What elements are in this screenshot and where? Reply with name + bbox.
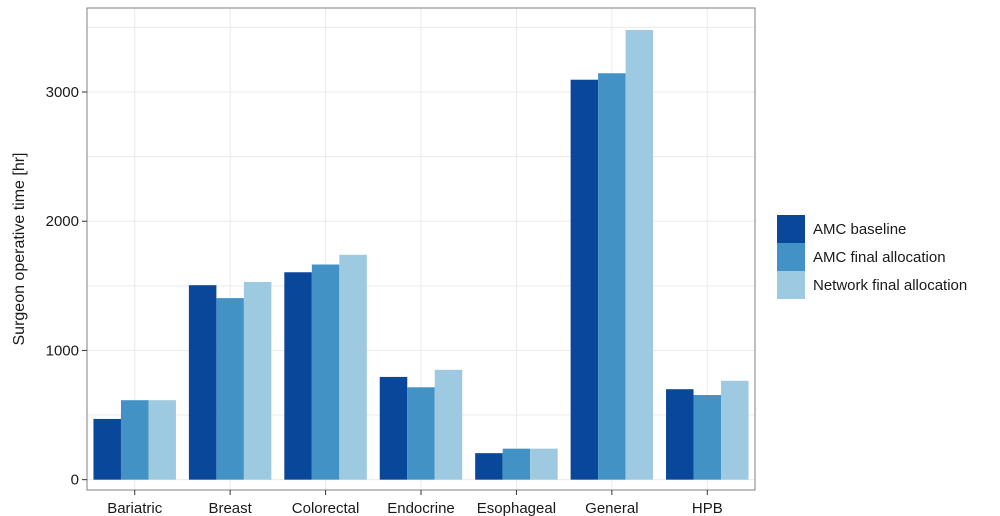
bar-general-amc-final-allocation <box>598 73 626 480</box>
legend-label: AMC baseline <box>813 221 906 238</box>
x-tick-label: Breast <box>208 500 252 516</box>
bar-bariatric-amc-final-allocation <box>120 400 149 480</box>
x-tick-label: General <box>585 500 638 516</box>
bar-hpb-amc-baseline <box>666 389 694 480</box>
x-axis: Bariatric Breast Colorectal Endocrine Esopha… <box>107 490 723 516</box>
y-tick-label: 2000 <box>46 213 79 230</box>
y-tick-label: 1000 <box>46 342 79 359</box>
bar-esophageal-amc-final-allocation <box>502 448 531 480</box>
bar-endocrine-network-final-allocation <box>434 369 463 480</box>
bar-esophageal-network-final-allocation <box>530 448 558 480</box>
bar-breast-amc-baseline <box>188 285 217 480</box>
legend: AMC baseline AMC final allocation Network … <box>777 215 967 299</box>
bar-colorectal-amc-baseline <box>284 272 312 480</box>
bar-colorectal-amc-final-allocation <box>311 264 340 480</box>
x-tick-label: Endocrine <box>387 500 455 516</box>
legend-label: Network final allocation <box>813 277 967 294</box>
legend-swatch <box>777 271 805 299</box>
bar-hpb-network-final-allocation <box>721 380 749 480</box>
bar-general-amc-baseline <box>570 79 599 480</box>
bar-hpb-amc-final-allocation <box>693 395 722 480</box>
bar-breast-network-final-allocation <box>243 281 272 480</box>
bar-bariatric-network-final-allocation <box>148 400 176 480</box>
x-tick-label: Bariatric <box>107 500 163 516</box>
bars <box>93 29 749 480</box>
y-axis-title: Surgeon operative time [hr] <box>11 153 28 346</box>
bar-esophageal-amc-baseline <box>475 453 503 480</box>
bar-general-network-final-allocation <box>625 29 654 480</box>
y-tick-label: 3000 <box>46 84 79 101</box>
bar-colorectal-network-final-allocation <box>339 254 367 480</box>
y-axis: 0 1000 2000 3000 <box>46 84 87 489</box>
legend-swatch <box>777 215 805 243</box>
y-tick-label: 0 <box>71 472 79 489</box>
legend-swatch <box>777 243 805 271</box>
bar-endocrine-amc-baseline <box>379 376 408 480</box>
legend-label: AMC final allocation <box>813 249 946 266</box>
x-tick-label: Colorectal <box>292 500 360 516</box>
bar-endocrine-amc-final-allocation <box>407 387 435 480</box>
x-tick-label: HPB <box>692 500 723 516</box>
x-tick-label: Esophageal <box>477 500 556 516</box>
bar-breast-amc-final-allocation <box>216 298 244 480</box>
bar-bariatric-amc-baseline <box>93 418 121 480</box>
